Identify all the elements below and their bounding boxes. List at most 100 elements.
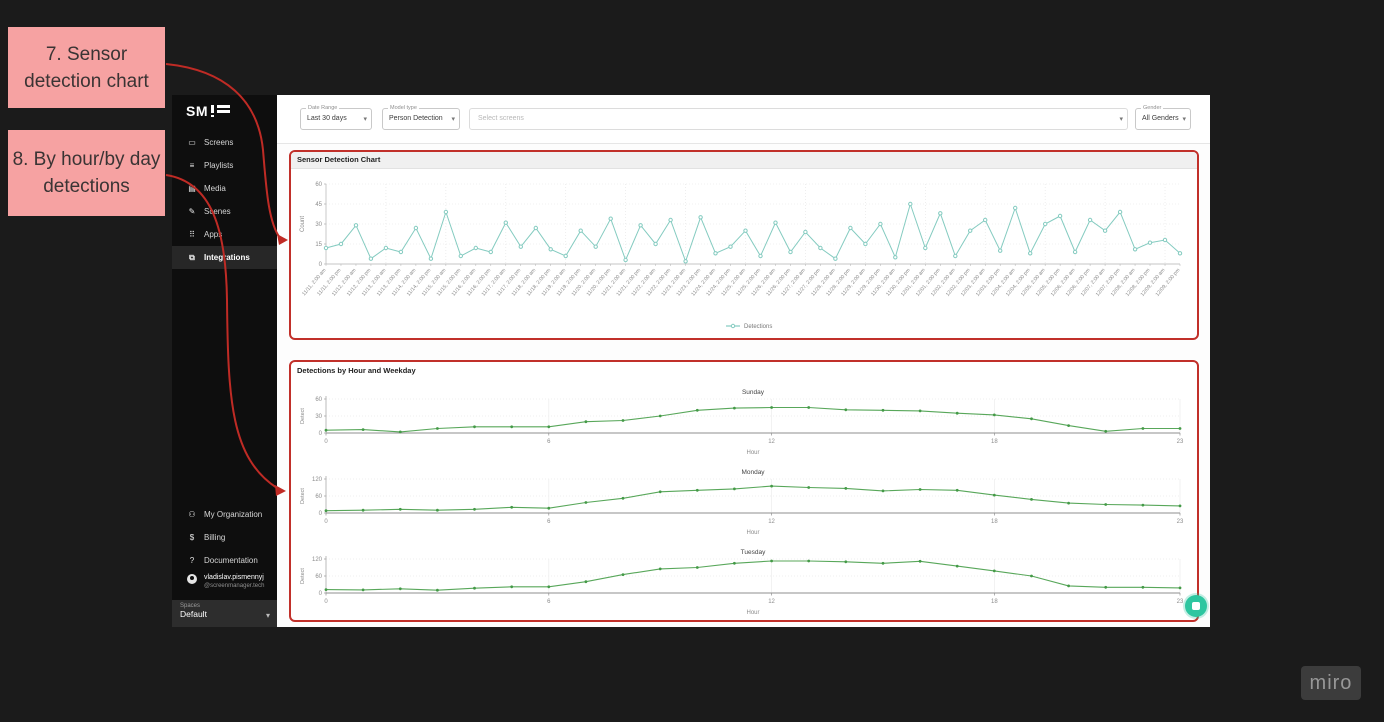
date-range-label: Date Range bbox=[306, 105, 340, 111]
miro-watermark[interactable]: miro bbox=[1301, 666, 1361, 700]
sidebar-item-screens[interactable]: ▭ Screens bbox=[172, 131, 277, 154]
svg-text:23: 23 bbox=[1177, 439, 1184, 445]
gender-label: Gender bbox=[1141, 105, 1164, 111]
svg-text:12: 12 bbox=[768, 439, 775, 445]
user-org: @screenmanager.tech bbox=[204, 583, 265, 589]
svg-text:45: 45 bbox=[315, 202, 322, 208]
annotation-label-7[interactable]: 7. Sensor detection chart bbox=[8, 27, 165, 108]
sensor-detection-chart: 0 15 30 45 60 11/11, 2:00 am 11/11, 2:00 pm 11/… bbox=[296, 176, 1192, 334]
date-range-value: Last 30 days bbox=[307, 115, 347, 122]
svg-text:Detect: Detect bbox=[300, 568, 306, 584]
tuesday-hour-chart: Tuesday 0 60 120 0 6 12 18 23 Detect Hour bbox=[296, 546, 1192, 620]
chat-widget-button[interactable] bbox=[1185, 595, 1207, 617]
gender-select[interactable]: Gender All Genders ▾ bbox=[1135, 105, 1191, 130]
svg-text:0: 0 bbox=[319, 511, 323, 517]
sidebar: SM ▭ Screens ≡ Playlists ▤ Media ✎ Scenes ⠿ Apps ⧉… bbox=[172, 95, 277, 627]
sidebar-item-my-organization[interactable]: ⚇ My Organization bbox=[172, 503, 277, 526]
chevron-down-icon: ▾ bbox=[363, 116, 367, 123]
logo-mark-icon bbox=[211, 105, 230, 117]
chevron-down-icon: ▾ bbox=[265, 611, 270, 620]
monday-hour-chart: Monday 0 60 120 0 6 12 18 23 Detect Hour bbox=[296, 466, 1192, 542]
sensor-detection-panel: Sensor Detection Chart 0 15 30 45 60 11/11, 2… bbox=[289, 150, 1199, 340]
model-type-value: Person Detection bbox=[389, 115, 443, 122]
svg-text:Detect: Detect bbox=[300, 408, 306, 424]
main-content: Date Range Last 30 days ▾ Model type Per… bbox=[277, 95, 1210, 627]
svg-text:Sunday: Sunday bbox=[742, 389, 765, 396]
gender-value: All Genders bbox=[1142, 115, 1179, 122]
svg-text:120: 120 bbox=[312, 557, 323, 563]
playlists-icon: ≡ bbox=[189, 161, 195, 170]
sidebar-item-playlists[interactable]: ≡ Playlists bbox=[172, 154, 277, 177]
logo-text: SM bbox=[186, 103, 208, 119]
select-screens-placeholder: Select screens bbox=[478, 115, 524, 122]
svg-text:Hour: Hour bbox=[746, 610, 759, 616]
svg-text:0: 0 bbox=[324, 599, 328, 605]
model-type-label: Model type bbox=[388, 105, 419, 111]
model-type-select[interactable]: Model type Person Detection ▾ bbox=[382, 105, 460, 130]
sidebar-bottom-menu: ⚇ My Organization $ Billing? Documentation bbox=[172, 503, 277, 572]
sidebar-item-label: Playlists bbox=[204, 161, 234, 170]
svg-text:0: 0 bbox=[324, 519, 328, 525]
sidebar-item-media[interactable]: ▤ Media bbox=[172, 177, 277, 200]
screens-icon: ▭ bbox=[188, 138, 196, 147]
sidebar-item-label: Billing bbox=[204, 533, 226, 542]
media-icon: ▤ bbox=[188, 184, 196, 193]
billing-icon: $ bbox=[189, 533, 195, 542]
svg-text:23: 23 bbox=[1177, 599, 1184, 605]
sensor-panel-title: Sensor Detection Chart bbox=[291, 152, 1197, 169]
svg-text:18: 18 bbox=[991, 439, 998, 445]
sidebar-item-label: Media bbox=[204, 184, 226, 193]
sidebar-user[interactable]: vladislav.pismennyj @screenmanager.tech bbox=[172, 573, 292, 590]
app-window: SM ▭ Screens ≡ Playlists ▤ Media ✎ Scenes ⠿ Apps ⧉… bbox=[172, 95, 1210, 627]
svg-text:0: 0 bbox=[319, 591, 323, 597]
svg-text:Tuesday: Tuesday bbox=[741, 549, 766, 556]
app-logo[interactable]: SM bbox=[186, 103, 231, 119]
integrations-icon: ⧉ bbox=[189, 252, 195, 262]
chat-widget-icon bbox=[1192, 602, 1200, 610]
svg-text:0: 0 bbox=[319, 431, 323, 437]
svg-text:6: 6 bbox=[547, 439, 551, 445]
sidebar-item-integrations[interactable]: ⧉ Integrations bbox=[172, 246, 277, 269]
sidebar-item-scenes[interactable]: ✎ Scenes bbox=[172, 200, 277, 223]
svg-text:6: 6 bbox=[547, 519, 551, 525]
sidebar-menu: ▭ Screens ≡ Playlists ▤ Media ✎ Scenes ⠿ Apps ⧉ Int… bbox=[172, 131, 277, 269]
sidebar-item-label: Screens bbox=[204, 138, 234, 147]
sidebar-item-label: Scenes bbox=[204, 207, 231, 216]
svg-text:Detect: Detect bbox=[300, 488, 306, 504]
svg-text:12: 12 bbox=[768, 599, 775, 605]
svg-text:Hour: Hour bbox=[746, 530, 759, 536]
organization-icon: ⚇ bbox=[188, 510, 196, 519]
chevron-down-icon: ▾ bbox=[451, 116, 455, 123]
apps-icon: ⠿ bbox=[189, 230, 195, 239]
chevron-down-icon: ▾ bbox=[1119, 116, 1123, 123]
svg-text:18: 18 bbox=[991, 519, 998, 525]
svg-text:6: 6 bbox=[547, 599, 551, 605]
sidebar-item-billing[interactable]: $ Billing bbox=[172, 526, 277, 549]
svg-text:Detections: Detections bbox=[744, 324, 772, 330]
sidebar-item-documentation[interactable]: ? Documentation bbox=[172, 549, 277, 572]
spaces-selector[interactable]: Spaces Default ▾ bbox=[172, 600, 277, 627]
svg-text:Count: Count bbox=[300, 216, 306, 232]
weekday-panel-title: Detections by Hour and Weekday bbox=[297, 366, 416, 375]
sidebar-item-label: My Organization bbox=[204, 510, 263, 519]
svg-text:60: 60 bbox=[315, 397, 322, 403]
svg-text:60: 60 bbox=[315, 494, 322, 500]
sidebar-item-apps[interactable]: ⠿ Apps bbox=[172, 223, 277, 246]
svg-text:23: 23 bbox=[1177, 519, 1184, 525]
sidebar-item-label: Apps bbox=[204, 230, 223, 239]
annotation-label-8[interactable]: 8. By hour/by day detections bbox=[8, 130, 165, 216]
user-name: vladislav.pismennyj bbox=[204, 574, 264, 581]
sidebar-item-label: Documentation bbox=[204, 556, 258, 565]
documentation-icon: ? bbox=[189, 556, 195, 565]
user-avatar bbox=[187, 574, 197, 584]
svg-text:12: 12 bbox=[768, 519, 775, 525]
svg-text:30: 30 bbox=[315, 222, 322, 228]
select-screens-input[interactable]: Select screens ▾ bbox=[469, 108, 1128, 130]
spaces-label: Spaces bbox=[180, 603, 201, 609]
svg-text:Monday: Monday bbox=[741, 469, 765, 476]
sunday-hour-chart: Sunday 0 30 60 0 6 12 18 23 Detect Hour bbox=[296, 386, 1192, 462]
svg-text:Hour: Hour bbox=[746, 450, 759, 456]
svg-text:30: 30 bbox=[315, 414, 322, 420]
date-range-select[interactable]: Date Range Last 30 days ▾ bbox=[300, 105, 372, 130]
